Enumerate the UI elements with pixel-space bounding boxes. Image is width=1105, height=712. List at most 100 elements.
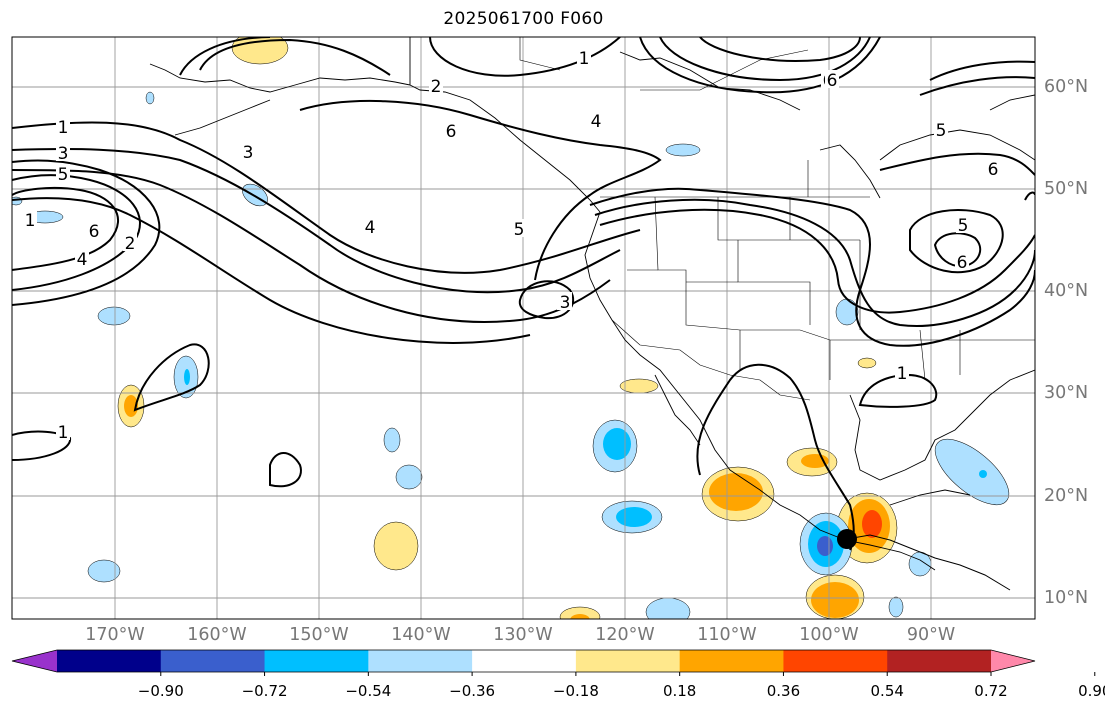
shade-negative: [184, 369, 190, 385]
contour-label-group: 135642145362564165656311: [23, 48, 1000, 443]
shade-negative: [87, 559, 121, 583]
contour-lines: [12, 37, 1035, 551]
shade-positive: [124, 395, 138, 417]
contour-label: 1: [579, 49, 590, 69]
contour-label: 6: [827, 71, 838, 91]
shading-layer: [12, 37, 1010, 619]
colorbar-segment: [575, 650, 681, 672]
shade-negative: [888, 596, 904, 618]
contour-label-bg: [87, 221, 101, 239]
contour-label-bg: [56, 143, 70, 161]
shade-negative: [979, 470, 987, 478]
shade-negative: [145, 91, 155, 105]
contour-label: 1: [897, 364, 908, 384]
longitude-label: 110°W: [697, 625, 757, 645]
contour-label: 3: [560, 293, 571, 313]
colorbar-tick-label: 0.18: [662, 682, 697, 700]
map-frame: [11, 36, 1036, 620]
contour-label: 3: [243, 143, 254, 163]
shade-positive: [709, 473, 763, 511]
contour-label: 4: [591, 112, 602, 132]
contour-label: 6: [446, 122, 457, 142]
contour-label-bg: [444, 121, 458, 139]
longitude-label: 150°W: [289, 625, 349, 645]
colorbar-segment: [160, 650, 266, 672]
longitude-label: 140°W: [391, 625, 451, 645]
colorbar-tick-label: 0.72: [974, 682, 1008, 700]
colorbar-tick-label: 0.90: [1078, 682, 1105, 700]
colorbar-tick-label: −0.90: [137, 682, 184, 700]
shade-negative: [645, 597, 691, 619]
contour-label-bg: [956, 215, 970, 233]
colorbar-segment: [57, 650, 162, 672]
colorbar-segment: [264, 650, 369, 672]
shade-negative: [616, 507, 652, 527]
shade-positive: [811, 582, 859, 618]
shade-negative: [817, 536, 833, 556]
contour-label: 2: [431, 77, 442, 97]
shade-negative: [665, 143, 701, 157]
contour-label-bg: [895, 363, 909, 381]
contour-label: 5: [514, 220, 525, 240]
longitude-label: 100°W: [799, 625, 859, 645]
colorbar-segment: [472, 650, 577, 672]
coastlines: [149, 37, 1035, 571]
shade-negative: [97, 306, 131, 326]
contour-label-bg: [75, 249, 89, 267]
contour-label-bg: [123, 233, 137, 251]
contour-label: 6: [957, 253, 968, 273]
shade-negative: [603, 428, 631, 460]
shade-positive: [801, 454, 829, 468]
colorbar-segment: [368, 650, 473, 672]
shade-positive: [570, 614, 590, 619]
contour-label-bg: [363, 217, 377, 235]
colorbar-outline: [11, 649, 1036, 673]
contour-label: 1: [58, 118, 69, 138]
longitude-label: 170°W: [85, 625, 145, 645]
contour-label-bg: [241, 142, 255, 160]
colorbar-extend-high: [991, 650, 1035, 672]
map-title: 2025061700 F060: [443, 9, 604, 29]
colorbar-tick-label: −0.54: [345, 682, 392, 700]
contour-label-bg: [589, 111, 603, 129]
contour-label-bg: [558, 292, 572, 310]
contour-label-bg: [429, 76, 443, 94]
shade-negative: [934, 439, 1010, 505]
latitude-label: 40°N: [1044, 281, 1089, 301]
contour-label: 2: [125, 234, 136, 254]
contour-label-bg: [934, 120, 948, 138]
shade-positive: [373, 521, 419, 571]
shade-positive: [559, 606, 601, 619]
colorbar-tick-label: −0.72: [241, 682, 288, 700]
colorbar-segment: [679, 650, 784, 672]
contour-label: 1: [58, 423, 69, 443]
contour-label: 4: [365, 218, 376, 238]
longitude-label: 90°W: [906, 625, 956, 645]
contour-label: 5: [936, 121, 947, 141]
longitude-label: 120°W: [595, 625, 655, 645]
shade-positive: [862, 510, 882, 538]
contour-label: 5: [58, 165, 69, 185]
contour-label-bg: [56, 422, 70, 440]
colorbar: [11, 649, 1096, 676]
contour-label-bg: [23, 210, 37, 228]
contour-label: 4: [77, 250, 88, 270]
contour-label: 6: [988, 160, 999, 180]
contour-label-bg: [512, 219, 526, 237]
shade-negative: [383, 427, 401, 453]
latitude-label: 50°N: [1044, 179, 1089, 199]
contour-label-bg: [56, 117, 70, 135]
contour-label-bg: [825, 70, 839, 88]
latitude-label: 10°N: [1044, 588, 1089, 608]
shade-positive: [857, 357, 877, 369]
longitude-label: 160°W: [187, 625, 247, 645]
contour-label: 3: [58, 144, 69, 164]
contour-label-bg: [986, 159, 1000, 177]
shade-negative: [835, 298, 859, 326]
latitude-label: 30°N: [1044, 383, 1089, 403]
storm-track: [837, 529, 1011, 591]
contour-label: 5: [958, 216, 969, 236]
state-borders: [519, 37, 1035, 401]
contour-label-bg: [56, 164, 70, 182]
